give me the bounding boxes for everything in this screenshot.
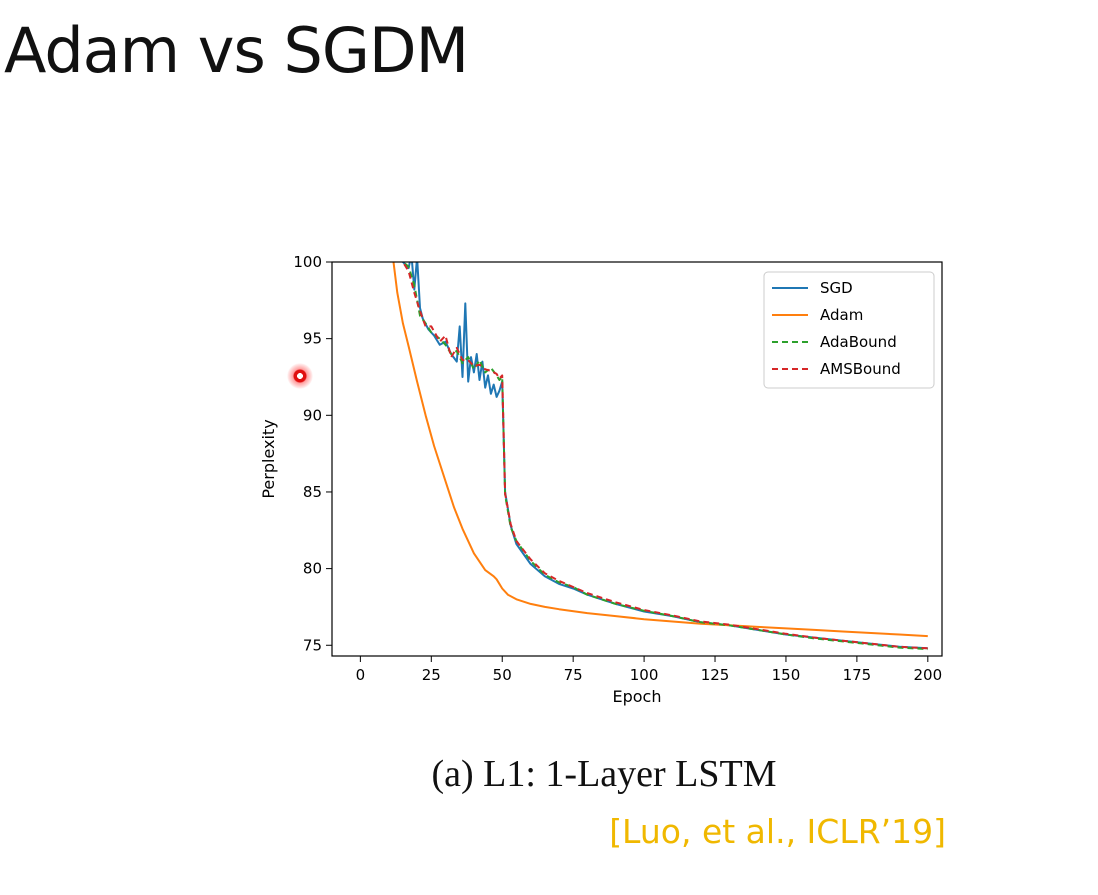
legend-label: SGD <box>820 279 853 297</box>
plot-frame <box>331 261 943 657</box>
x-tick-label: 100 <box>630 666 659 684</box>
x-ticks: 0 25 50 75 100 125 150 175 200 <box>356 656 942 684</box>
legend: SGD Adam AdaBound AMSBound <box>763 271 935 389</box>
legend-label: Adam <box>820 306 863 324</box>
legend-label: AMSBound <box>820 360 901 378</box>
y-tick-label: 85 <box>303 483 322 501</box>
x-tick-label: 75 <box>564 666 583 684</box>
slide-title: Adam vs SGDM <box>4 14 469 87</box>
y-tick-label: 100 <box>293 253 322 271</box>
legend-label: AdaBound <box>820 333 897 351</box>
y-axis-label: Perplexity <box>259 419 278 498</box>
plot-lines <box>392 262 928 651</box>
x-axis-label: Epoch <box>613 687 662 706</box>
y-tick-label: 90 <box>303 406 322 424</box>
x-tick-label: 175 <box>843 666 872 684</box>
chart: 0 25 50 75 100 125 150 175 200 75 80 85 90 95 100 Epo… <box>259 253 943 706</box>
x-tick-label: 0 <box>356 666 366 684</box>
y-tick-label: 80 <box>303 560 322 578</box>
laser-pointer-dot <box>287 363 313 389</box>
x-tick-label: 125 <box>701 666 730 684</box>
x-tick-label: 200 <box>913 666 942 684</box>
x-tick-label: 50 <box>493 666 512 684</box>
figure-caption: (a) L1: 1-Layer LSTM <box>431 753 777 795</box>
legend-box <box>763 271 935 389</box>
x-tick-label: 25 <box>422 666 441 684</box>
y-ticks: 75 80 85 90 95 100 <box>293 253 332 654</box>
citation: [Luo, et al., ICLR’19] <box>609 812 946 851</box>
series-line-amsbound <box>401 262 928 650</box>
series-line-adam <box>392 262 928 638</box>
x-tick-label: 150 <box>772 666 801 684</box>
y-tick-label: 75 <box>303 636 322 654</box>
y-tick-label: 95 <box>303 330 322 348</box>
